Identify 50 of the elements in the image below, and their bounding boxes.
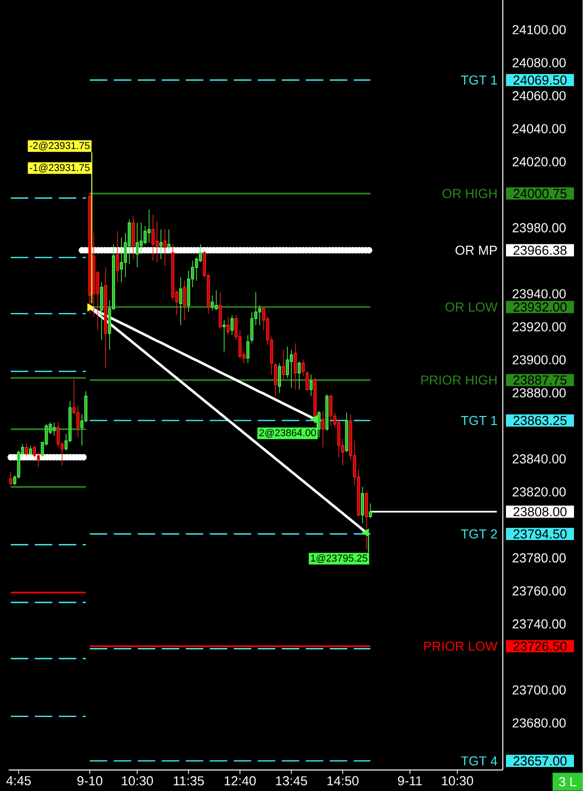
text: PRIOR LOW [424, 642, 498, 651]
text: OR LOW [446, 302, 498, 312]
y-tick-label: 23940.00 [512, 289, 566, 298]
y-tick-label: 23900.00 [512, 355, 566, 364]
text: TGT 2 [461, 529, 498, 539]
x-tick-label: 14:50 [328, 776, 359, 786]
text: TGT 1 [461, 416, 498, 426]
text: PRIOR HIGH [421, 375, 497, 385]
text: OR HIGH [442, 188, 497, 198]
y-tick-label: 24040.00 [512, 124, 566, 134]
text: TGT 1 [461, 75, 498, 85]
y-tick-label: 23657.00 [514, 756, 567, 766]
annotation: -2@23931.75 [30, 142, 90, 150]
y-tick-label: 23980.00 [512, 223, 566, 232]
text: TGT 4 [461, 756, 498, 766]
y-tick-label: 24069.50 [514, 75, 567, 85]
x-tick-label: 13:45 [276, 776, 308, 786]
y-tick-label: 23726.50 [514, 642, 567, 651]
y-tick-label: 23820.00 [512, 487, 566, 496]
y-tick-label: 23740.00 [512, 619, 566, 629]
y-tick-label: 24060.00 [512, 91, 566, 100]
y-tick-label: 23932.00 [514, 302, 567, 312]
y-tick-label: 23808.00 [514, 507, 567, 516]
x-tick-label: 4:45 [6, 776, 31, 786]
y-tick-label: 23680.00 [512, 718, 566, 728]
x-tick-label: 12:40 [224, 776, 256, 786]
text: 3 L [559, 777, 576, 786]
y-tick-label: 23920.00 [512, 322, 566, 332]
y-tick-label: 23840.00 [512, 454, 566, 464]
annotation: 1@23795.25 [311, 554, 368, 563]
text: OR MP [456, 246, 497, 255]
y-tick-label: 24020.00 [512, 157, 566, 166]
y-tick-label: 23880.00 [512, 388, 566, 398]
annotation: -1@23931.75 [30, 164, 90, 172]
x-tick-label: 9-10 [78, 776, 102, 786]
y-tick-label: 23966.38 [514, 246, 567, 255]
x-tick-label: 10:30 [122, 776, 154, 786]
y-tick-label: 24100.00 [512, 25, 566, 34]
y-tick-label: 23700.00 [512, 685, 566, 695]
y-tick-label: 23760.00 [512, 586, 566, 596]
y-tick-label: 23780.00 [512, 553, 566, 562]
y-tick-label: 23887.75 [514, 375, 567, 385]
y-tick-label: 23794.50 [514, 529, 567, 539]
y-tick-label: 24080.00 [512, 58, 566, 68]
x-tick-label: 9-11 [398, 776, 422, 786]
annotation: 2@23864.00 [260, 428, 316, 438]
x-tick-label: 10:30 [442, 776, 474, 786]
y-tick-label: 23863.25 [514, 416, 567, 426]
y-tick-label: 24000.75 [514, 188, 567, 198]
x-tick-label: 11:35 [174, 776, 204, 786]
